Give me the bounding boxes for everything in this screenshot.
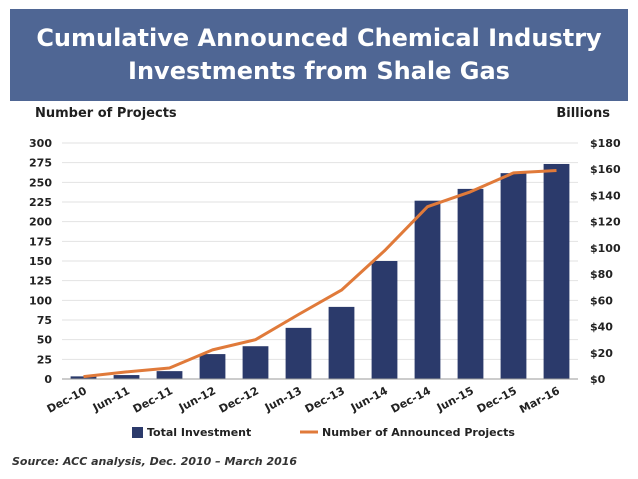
left-tick-label: 125 [29,275,52,288]
right-axis-title: Billions [556,106,610,121]
right-tick-label: $120 [590,216,621,229]
legend-bar-label: Total Investment [147,426,251,439]
chart-title-line1: Cumulative Announced Chemical Industry [36,24,602,52]
bar [285,327,312,379]
left-tick-label: 100 [29,294,52,307]
category-label: Mar-16 [517,384,562,416]
bar [371,261,398,379]
left-tick-label: 275 [29,157,52,170]
category-label: Jun-13 [262,384,304,415]
bar [199,354,226,379]
right-tick-label: $0 [590,373,606,386]
bar [414,200,441,379]
legend-line-label: Number of Announced Projects [322,426,515,439]
right-tick-label: $180 [590,137,621,150]
left-tick-label: 50 [37,334,53,347]
legend-bar-swatch [132,427,143,438]
left-tick-label: 175 [29,235,52,248]
category-label: Dec-12 [217,384,261,416]
left-tick-label: 150 [29,255,52,268]
projects-line [83,169,557,379]
bar [500,173,527,379]
right-tick-label: $20 [590,347,613,360]
category-label: Dec-14 [389,384,433,416]
category-label: Dec-11 [131,384,175,416]
bar [70,376,97,379]
right-tick-label: $60 [590,294,613,307]
left-tick-label: 250 [29,176,52,189]
category-label: Jun-15 [434,384,476,415]
source-note: Source: ACC analysis, Dec. 2010 – March … [12,455,298,468]
left-tick-label: 25 [37,353,52,366]
category-label: Dec-15 [475,384,519,416]
category-label: Jun-11 [90,384,132,415]
right-tick-label: $160 [590,163,621,176]
left-tick-label: 75 [37,314,52,327]
bar [113,375,140,379]
left-tick-label: 200 [29,216,52,229]
chart-title-line2: Investments from Shale Gas [128,57,510,85]
title-band: Cumulative Announced Chemical Industry I… [10,9,628,101]
left-tick-label: 300 [29,137,52,150]
category-label: Jun-12 [176,384,218,415]
bar [328,306,355,379]
right-tick-label: $140 [590,189,621,202]
bar [242,346,269,379]
right-tick-label: $80 [590,268,613,281]
right-tick-label: $40 [590,321,613,334]
left-tick-label: 225 [29,196,52,209]
category-label: Dec-13 [303,384,347,416]
bar [457,188,484,379]
category-label: Jun-14 [348,384,390,415]
bar [156,371,183,379]
right-tick-label: $100 [590,242,621,255]
left-tick-label: 0 [44,373,52,386]
bar [543,163,570,379]
category-label: Dec-10 [45,384,89,416]
left-axis-title: Number of Projects [35,106,177,121]
